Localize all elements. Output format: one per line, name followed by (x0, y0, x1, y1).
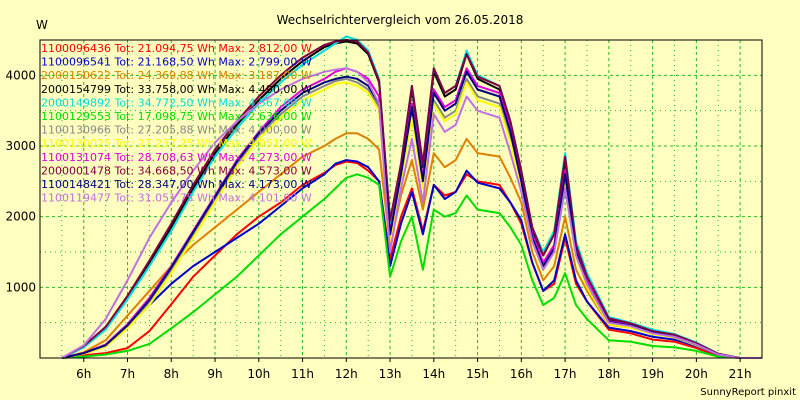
x-tick-label: 21h (729, 367, 752, 381)
chart-title: Wechselrichtervergleich vom 26.05.2018 (277, 13, 524, 27)
legend-entry-4: 2000154799 Tot: 33.758,00 Wh Max: 4.490,… (41, 83, 312, 96)
legend-entry-9: 1100131074 Tot: 28.708,63 Wh Max: 4.273,… (41, 151, 312, 164)
legend-entry-12: 1100119477 Tot: 31.051,75 Wh Max: 4.101,… (41, 192, 312, 205)
legend-entry-11: 1100148421 Tot: 28.347,00 Wh Max: 4.173,… (41, 178, 312, 191)
x-tick-label: 9h (207, 367, 222, 381)
legend-entry-2: 1100096541 Tot: 21.168,50 Wh Max: 2.799,… (41, 56, 312, 69)
x-tick-label: 7h (120, 367, 135, 381)
series-line-2 (61, 159, 762, 359)
series-layer (61, 35, 762, 359)
plot-frame (39, 39, 763, 359)
legend-entry-3: 2000150622 Tot: 24.369,88 Wh Max: 3.187,… (41, 69, 312, 82)
series-line-12 (61, 67, 762, 359)
x-tick-label: 20h (685, 367, 708, 381)
legend-entry-6: 1100129553 Tot: 17.098,75 Wh Max: 2.636,… (41, 110, 312, 123)
x-tick-label: 17h (554, 367, 577, 381)
x-tick-label: 14h (422, 367, 445, 381)
legend-entry-1: 1100096436 Tot: 21.094,75 Wh Max: 2.812,… (41, 42, 312, 55)
legend-entry-5: 2000149892 Tot: 34.772,50 Wh Max: 4.567,… (41, 96, 312, 109)
y-tick-label: 3000 (5, 139, 36, 153)
y-tick-label: 1000 (5, 280, 36, 294)
x-tick-label: 11h (291, 367, 314, 381)
legend-entry-8: 1100130025 Tot: 27.237,25 Wh Max: 4.051,… (41, 137, 312, 150)
x-tick-label: 15h (466, 367, 489, 381)
x-tick-label: 6h (76, 367, 91, 381)
y-axis-unit-label: W (36, 18, 48, 32)
legend-entry-10: 2000001478 Tot: 34.668,50 Wh Max: 4.573,… (41, 164, 312, 177)
series-line-6 (61, 173, 762, 359)
axis-layer: 1000 2000 3000 4000 6h 7h 8h 9h 10h 11h 12h 13h 14h 1… (5, 68, 751, 381)
series-line-10 (61, 39, 762, 359)
y-tick-label: 2000 (5, 210, 36, 224)
x-tick-label: 10h (247, 367, 270, 381)
legend: 1100096436 Tot: 21.094,75 Wh Max: 2.812,… (41, 42, 312, 205)
legend-entry-7: 1100130966 Tot: 27.205,88 Wh Max: 4.000,… (41, 124, 312, 137)
x-tick-label: 18h (597, 367, 620, 381)
x-tick-label: 8h (164, 367, 179, 381)
x-tick-label: 19h (641, 367, 664, 381)
x-tick-label: 13h (379, 367, 402, 381)
y-tick-label: 4000 (5, 68, 36, 82)
footer-credit: SunnyReport pinxit (700, 387, 796, 398)
x-tick-label: 12h (335, 367, 358, 381)
x-tick-label: 16h (510, 367, 533, 381)
